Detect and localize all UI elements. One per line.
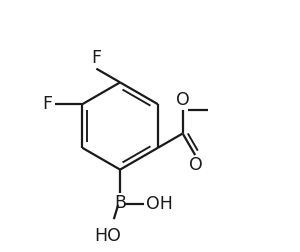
- Text: O: O: [189, 156, 202, 174]
- Text: O: O: [176, 91, 190, 109]
- Text: HO: HO: [94, 227, 121, 245]
- Text: B: B: [114, 194, 126, 212]
- Text: F: F: [92, 49, 101, 68]
- Text: F: F: [42, 95, 52, 113]
- Text: OH: OH: [146, 195, 173, 213]
